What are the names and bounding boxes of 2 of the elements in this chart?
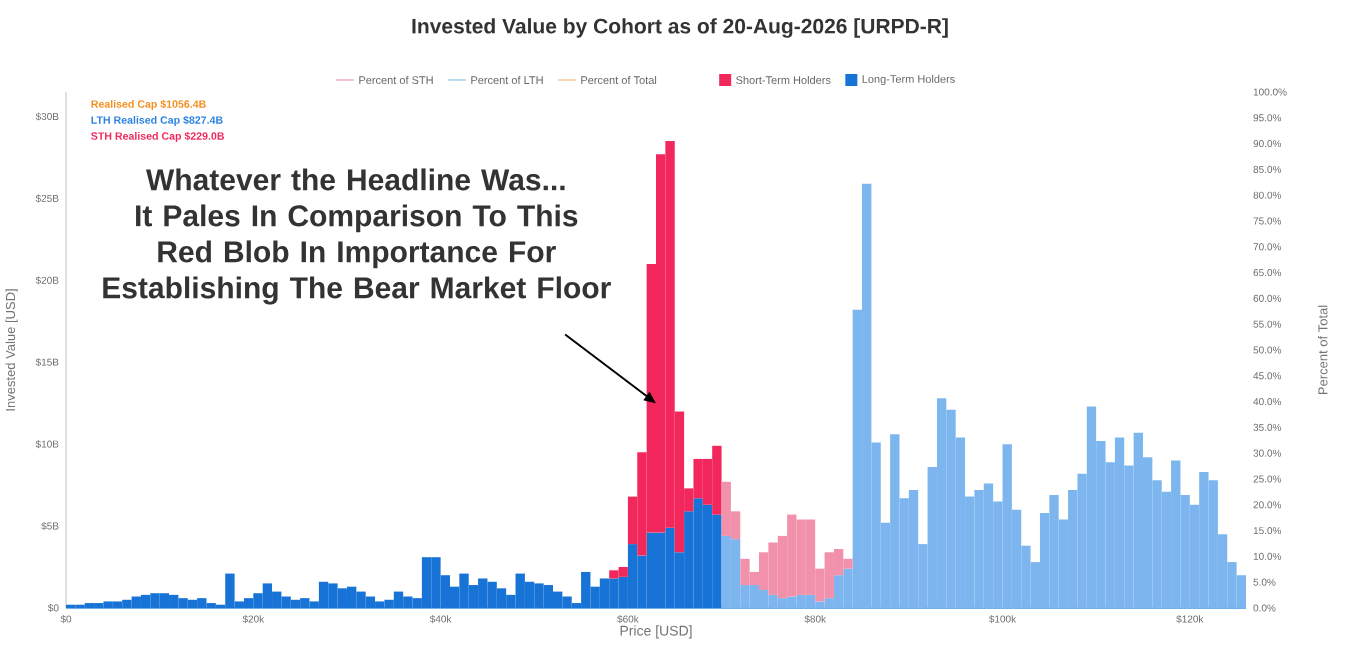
chart-title: Invested Value by Cohort as of 20-Aug-2026 [URPD-R] bbox=[412, 18, 948, 38]
annotation: Whatever the Headline Was... It Pales In Comparison To This Red Blob In Importance For Establishing The Bear Market Floor bbox=[103, 168, 611, 305]
